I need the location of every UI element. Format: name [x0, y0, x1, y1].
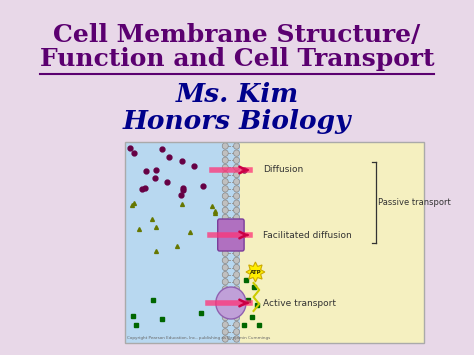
Bar: [240, 142, 424, 343]
Bar: [125, 142, 240, 343]
Circle shape: [234, 264, 239, 271]
Circle shape: [222, 207, 228, 214]
Circle shape: [222, 279, 228, 285]
Circle shape: [222, 336, 228, 342]
Circle shape: [234, 279, 239, 285]
Circle shape: [222, 193, 228, 199]
Circle shape: [234, 250, 239, 256]
Circle shape: [234, 193, 239, 199]
Circle shape: [234, 214, 239, 221]
Text: ATP: ATP: [250, 269, 261, 274]
Text: Function and Cell Transport: Function and Cell Transport: [40, 47, 434, 71]
Circle shape: [222, 322, 228, 328]
Circle shape: [234, 150, 239, 156]
Circle shape: [234, 164, 239, 171]
Circle shape: [234, 157, 239, 164]
Bar: [125, 142, 424, 343]
Circle shape: [222, 307, 228, 313]
Circle shape: [222, 171, 228, 178]
Circle shape: [234, 300, 239, 306]
Circle shape: [222, 243, 228, 249]
Circle shape: [222, 236, 228, 242]
Circle shape: [234, 236, 239, 242]
Circle shape: [234, 257, 239, 263]
Text: Honors Biology: Honors Biology: [123, 109, 351, 135]
Polygon shape: [246, 262, 265, 282]
Circle shape: [222, 214, 228, 221]
Circle shape: [222, 257, 228, 263]
Circle shape: [222, 157, 228, 164]
Circle shape: [222, 300, 228, 306]
Circle shape: [234, 307, 239, 313]
Circle shape: [234, 322, 239, 328]
Circle shape: [234, 200, 239, 206]
Circle shape: [216, 287, 246, 319]
Circle shape: [222, 286, 228, 292]
Circle shape: [222, 329, 228, 335]
Circle shape: [234, 293, 239, 299]
Circle shape: [222, 150, 228, 156]
Circle shape: [222, 250, 228, 256]
Circle shape: [222, 164, 228, 171]
Circle shape: [222, 186, 228, 192]
Circle shape: [222, 229, 228, 235]
Circle shape: [234, 243, 239, 249]
Text: Facilitated diffusion: Facilitated diffusion: [263, 230, 352, 240]
Circle shape: [234, 179, 239, 185]
Circle shape: [234, 336, 239, 342]
Text: Diffusion: Diffusion: [263, 165, 303, 175]
Circle shape: [234, 222, 239, 228]
Circle shape: [234, 315, 239, 321]
Text: Active transport: Active transport: [263, 299, 336, 307]
Text: Cell Membrane Structure/: Cell Membrane Structure/: [54, 23, 420, 47]
Circle shape: [222, 293, 228, 299]
Circle shape: [222, 272, 228, 278]
Circle shape: [234, 143, 239, 149]
Circle shape: [234, 171, 239, 178]
Text: Ms. Kim: Ms. Kim: [175, 82, 299, 108]
Circle shape: [222, 200, 228, 206]
FancyBboxPatch shape: [218, 219, 244, 251]
Circle shape: [222, 179, 228, 185]
Circle shape: [222, 264, 228, 271]
Text: Copyright Pearson Education, Inc., publishing as Benjamin Cummings: Copyright Pearson Education, Inc., publi…: [127, 336, 270, 340]
Circle shape: [222, 143, 228, 149]
Circle shape: [222, 222, 228, 228]
Circle shape: [234, 329, 239, 335]
Circle shape: [234, 272, 239, 278]
Circle shape: [234, 186, 239, 192]
Text: Passive transport: Passive transport: [378, 198, 451, 207]
Circle shape: [234, 207, 239, 214]
Circle shape: [222, 315, 228, 321]
Circle shape: [234, 229, 239, 235]
Circle shape: [234, 286, 239, 292]
